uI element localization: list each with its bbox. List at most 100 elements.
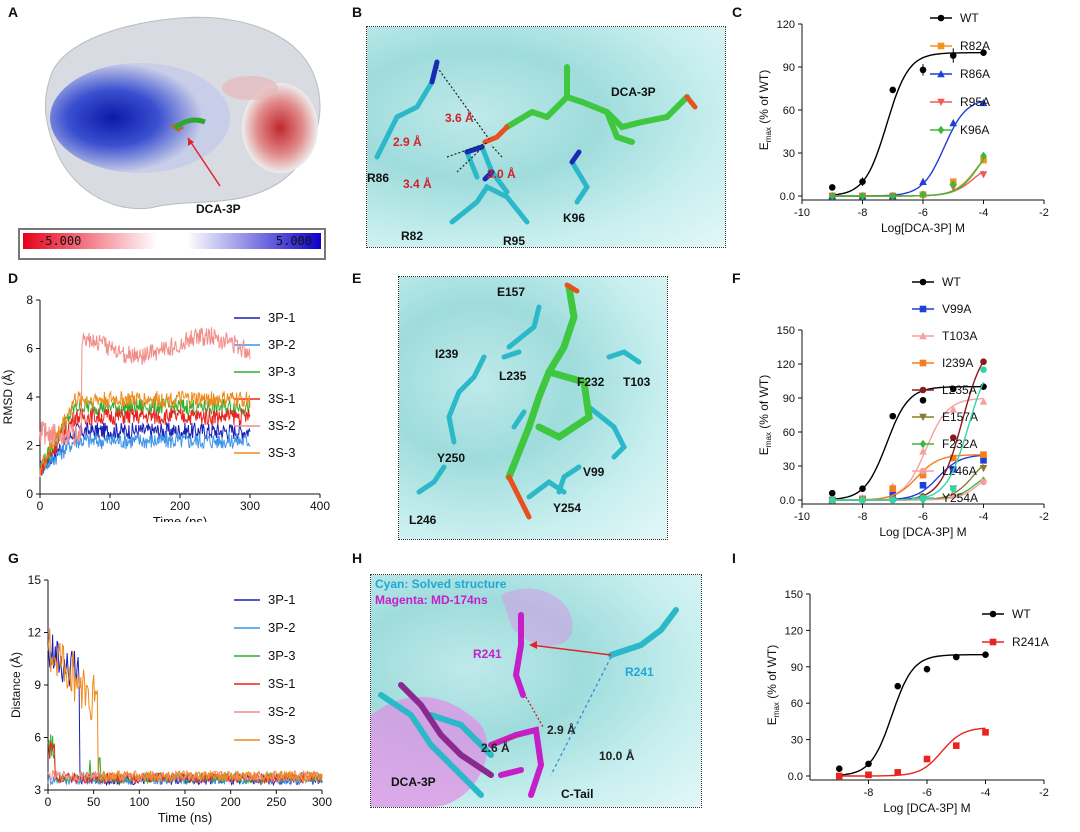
y-tick-label: 0.0 <box>780 495 795 507</box>
e-label-l246: L246 <box>409 513 437 527</box>
h-label-tail: C-Tail <box>561 787 594 801</box>
legend-label-WT: WT <box>960 11 979 25</box>
h-label-r241-magenta: R241 <box>473 647 502 661</box>
legend-label-3P-2: 3P-2 <box>268 620 295 635</box>
legend-label-3S-3: 3S-3 <box>268 732 295 747</box>
legend-label-3P-1: 3P-1 <box>268 592 295 607</box>
series-line-3S-3 <box>47 628 323 784</box>
data-point-WT <box>865 760 872 768</box>
legend-label-V99A: V99A <box>942 302 971 316</box>
data-point-Y254A <box>980 366 987 373</box>
data-point-V99A <box>919 481 927 489</box>
chart-d: 0 2 4 6 8 0 100 200 300 400 Time (ns) RMSD (Å) 3P-1 3… <box>0 293 330 522</box>
legend-marker <box>919 359 927 367</box>
series-line-K96A <box>832 158 985 197</box>
y-axis-label: Emax (% of WT) <box>757 70 773 150</box>
x-tick-label: 300 <box>312 795 332 809</box>
x-tick-label: -8 <box>864 787 874 799</box>
data-point-T103A <box>979 397 988 405</box>
data-point-R241A <box>894 769 902 776</box>
legend-label-WT: WT <box>1012 607 1031 621</box>
y-axis-label: Distance (Å) <box>8 652 23 718</box>
e-label-v99: V99 <box>583 465 605 479</box>
e-label-f232: F232 <box>577 375 605 389</box>
colorbar-gradient <box>23 233 321 249</box>
series-line-3P-2 <box>39 432 251 477</box>
data-point-WT <box>889 86 897 94</box>
series-line-Y254A <box>832 381 985 501</box>
data-point-I239A <box>889 485 897 492</box>
h-label-ligand: DCA-3P <box>391 775 436 789</box>
legend-marker <box>989 610 997 618</box>
legend-label-3S-2: 3S-2 <box>268 704 295 719</box>
data-point-WT <box>828 489 836 497</box>
x-tick-label: 0 <box>45 795 52 809</box>
data-point-WT <box>828 184 836 191</box>
x-tick-label: 200 <box>221 795 241 809</box>
legend-label-L235A: L235A <box>942 383 977 397</box>
y-tick-label: 30 <box>791 735 803 747</box>
surface-ligand-label: DCA-3P <box>196 202 241 216</box>
y-tick-label: 90 <box>783 393 795 405</box>
x-axis-label: Time (ns) <box>153 514 207 522</box>
data-point-R241A <box>952 742 960 749</box>
x-tick-label: -4 <box>979 207 989 219</box>
y-tick-label: 8 <box>26 293 33 307</box>
e-label-t103: T103 <box>623 375 651 389</box>
data-point-Y254A <box>889 496 897 504</box>
legend-label-WT: WT <box>942 275 961 289</box>
legend-marker <box>919 278 927 286</box>
series-line-R241A <box>839 727 986 777</box>
x-tick-label: 150 <box>175 795 195 809</box>
b-dist-2: 2.9 Å <box>393 135 422 149</box>
series-line-3S-1 <box>39 407 251 476</box>
panel-letter-h: H <box>352 550 363 566</box>
series-line-3S-2 <box>39 327 251 447</box>
colorbar-max: 5.000 <box>275 234 312 248</box>
legend-label-L246A: L246A <box>942 464 977 478</box>
h-legend-cyan: Cyan: Solved structure <box>375 577 507 591</box>
x-tick-label: -2 <box>1039 207 1049 219</box>
data-point-L246A <box>949 492 957 499</box>
y-tick-label: 60 <box>783 427 795 439</box>
data-point-L246A <box>980 478 987 486</box>
chart-i: 0.0 30 60 90 120 150 -8 -6 -4 -2 Log [DCA-3P] M Ema… <box>765 589 1049 815</box>
y-tick-label: 150 <box>785 589 803 601</box>
x-tick-label: -2 <box>1039 511 1049 523</box>
legend-marker <box>919 467 927 475</box>
y-tick-label: 2 <box>26 439 33 453</box>
colorbar: -5.000 5.000 <box>18 228 326 260</box>
legend-label-Y254A: Y254A <box>942 491 978 505</box>
x-tick-label: 100 <box>129 795 149 809</box>
surface-image <box>30 8 330 223</box>
structure-b-svg <box>374 59 698 225</box>
h-label-r241-cyan: R241 <box>625 665 654 679</box>
panel-letter-a: A <box>8 4 19 20</box>
y-tick-label: 0.0 <box>780 191 795 203</box>
data-point-R95A <box>979 171 988 179</box>
h-dist-2: 2.6 Å <box>481 741 510 755</box>
data-point-R241A <box>835 772 843 780</box>
data-point-R241A <box>982 729 989 736</box>
legend-marker <box>919 494 927 502</box>
x-axis-label: Time (ns) <box>158 810 212 825</box>
x-tick-label: 300 <box>240 499 260 513</box>
y-tick-label: 30 <box>783 148 795 160</box>
panel-letter-f: F <box>732 270 741 286</box>
legend-label-3P-3: 3P-3 <box>268 648 295 663</box>
y-tick-label: 0.0 <box>788 771 803 783</box>
legend-label-I239A: I239A <box>942 356 973 370</box>
legend-label-K96A: K96A <box>960 123 989 137</box>
legend-label-3P-2: 3P-2 <box>268 337 295 352</box>
data-point-Y254A <box>949 485 957 492</box>
legend-marker <box>937 14 945 22</box>
y-tick-label: 0 <box>26 487 33 501</box>
e-label-y250: Y250 <box>437 451 466 465</box>
legend-marker <box>919 332 927 340</box>
structure-panel-h: Cyan: Solved structure Magenta: MD-174ns… <box>370 574 702 808</box>
y-tick-label: 60 <box>783 105 795 117</box>
panel-letter-d: D <box>8 270 19 286</box>
h-dist-3: 10.0 Å <box>599 749 635 763</box>
structure-e-svg <box>416 282 642 520</box>
x-tick-label: -4 <box>979 511 989 523</box>
